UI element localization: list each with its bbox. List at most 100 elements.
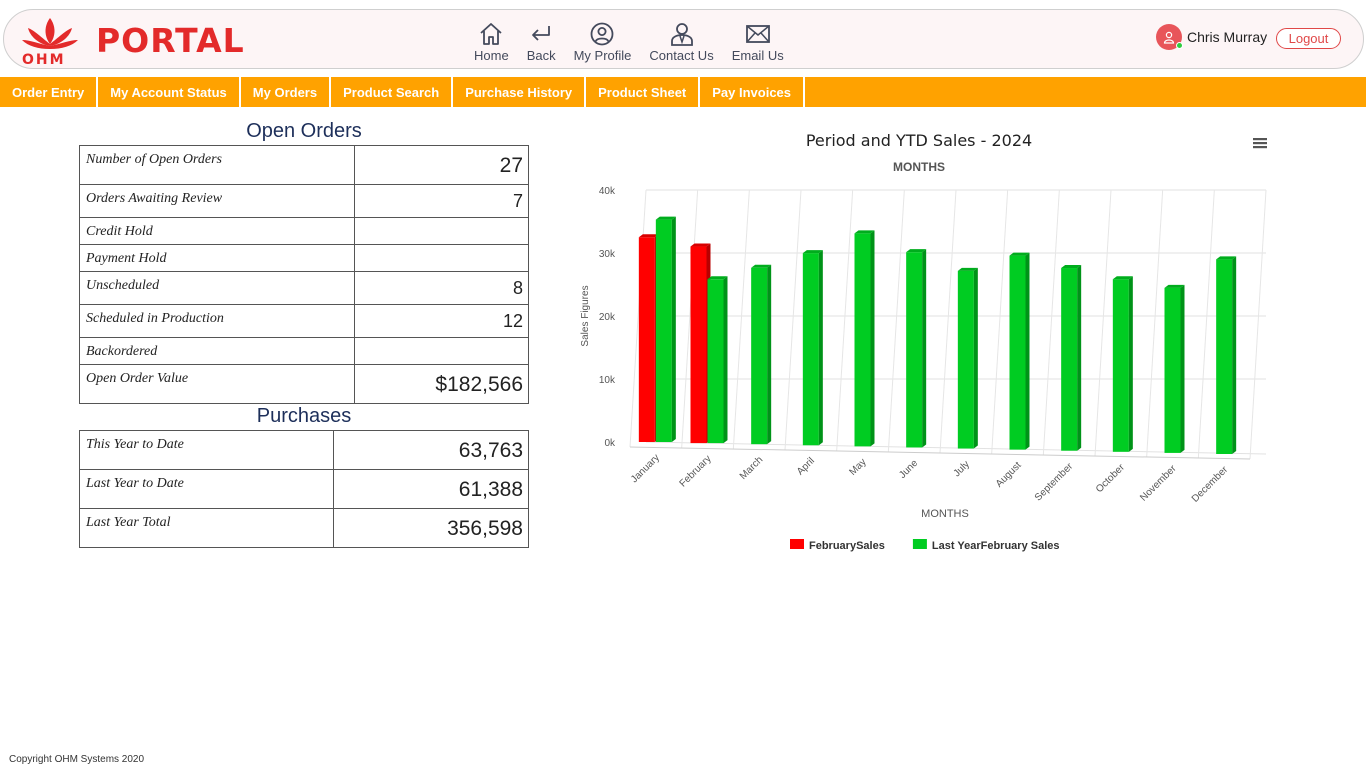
vertical-gridline (991, 189, 1009, 455)
bar-side (922, 249, 927, 448)
logo-word: PORTAL (96, 21, 245, 60)
top-nav: Home Back My Profile Contact Us Email Us (474, 22, 802, 68)
user-info[interactable]: Chris Murray (1156, 24, 1267, 50)
row-label: Last Year Total (79, 508, 334, 548)
row-label: This Year to Date (79, 430, 334, 470)
logout-button[interactable]: Logout (1276, 28, 1341, 49)
bar (802, 253, 819, 446)
row-value: 8 (354, 271, 529, 305)
bar-side (1232, 256, 1237, 454)
x-tick-label: December (1190, 464, 1231, 505)
menu-product-search[interactable]: Product Search (331, 77, 454, 107)
y-tick-label: 0k (604, 438, 616, 449)
table-row: Scheduled in Production 12 (79, 304, 529, 338)
bar-top (906, 249, 927, 253)
chart-menu-button[interactable] (1252, 136, 1268, 155)
portal-logo[interactable]: PORTAL OHM (20, 16, 245, 68)
vertical-gridline (887, 189, 905, 453)
menu-pay-invoices[interactable]: Pay Invoices (700, 77, 806, 107)
x-tick-label: March (738, 455, 765, 482)
nav-back[interactable]: Back (527, 22, 556, 68)
x-tick-label: June (897, 457, 920, 480)
vertical-gridline (732, 189, 750, 450)
bar-top (1164, 284, 1185, 288)
vertical-gridline (784, 189, 802, 451)
contact-icon (670, 23, 693, 46)
nav-profile-label: My Profile (573, 48, 632, 63)
profile-icon (591, 22, 614, 46)
row-label: Credit Hold (79, 217, 355, 245)
row-value (354, 337, 529, 365)
chart-subtitle: MONTHS (893, 160, 945, 174)
menu-product-sheet[interactable]: Product Sheet (586, 77, 701, 107)
bar (1216, 259, 1233, 454)
row-label: Last Year to Date (79, 469, 334, 509)
row-label: Number of Open Orders (79, 145, 355, 185)
bar-side (818, 250, 823, 446)
x-tick-label: February (678, 453, 714, 489)
y-axis-title: Sales Figures (580, 285, 591, 346)
bar (854, 233, 871, 447)
bar (1164, 287, 1181, 453)
bar-side (723, 276, 728, 444)
nav-email-label: Email Us (731, 48, 784, 63)
bar-top (690, 243, 711, 247)
user-name: Chris Murray (1187, 29, 1268, 45)
y-tick-label: 30k (599, 249, 616, 260)
email-icon (745, 25, 770, 43)
row-label: Scheduled in Production (79, 304, 355, 338)
y-tick-label: 10k (599, 375, 616, 386)
menu-my-orders[interactable]: My Orders (241, 77, 332, 107)
vertical-gridline (1042, 189, 1060, 456)
vertical-gridline (1197, 189, 1215, 459)
row-value: 356,598 (333, 508, 529, 548)
row-value: 12 (354, 304, 529, 338)
x-axis-line (629, 446, 1251, 460)
menu-order-entry[interactable]: Order Entry (0, 77, 99, 107)
bar (957, 270, 974, 449)
bar-top (1216, 256, 1237, 260)
purchases-title: Purchases (256, 405, 352, 427)
legend-swatch (790, 539, 804, 549)
table-row: Last Year to Date 61,388 (79, 469, 529, 509)
bar-side (671, 216, 676, 442)
menu-my-account-status[interactable]: My Account Status (98, 77, 241, 107)
bar-top (1009, 252, 1030, 256)
table-row: Backordered (79, 337, 529, 365)
x-tick-label: January (629, 452, 662, 485)
menu-purchase-history[interactable]: Purchase History (453, 77, 587, 107)
x-tick-label: August (994, 460, 1024, 490)
row-value (354, 244, 529, 272)
vertical-gridline (681, 189, 699, 449)
vertical-gridline (1094, 189, 1112, 457)
table-row: Unscheduled 8 (79, 271, 529, 305)
sales-chart: Period and YTD Sales - 2024 MONTHS 0k 10k 20… (580, 131, 1267, 552)
home-icon (480, 23, 502, 45)
purchases-table: This Year to Date 63,763 Last Year to Dat… (79, 430, 529, 548)
nav-profile[interactable]: My Profile (573, 22, 632, 68)
row-value: 7 (354, 184, 529, 218)
nav-email[interactable]: Email Us (732, 22, 784, 68)
row-label: Payment Hold (79, 244, 355, 272)
online-status-dot (1176, 42, 1183, 49)
footer-copyright: Copyright OHM Systems 2020 (9, 754, 145, 765)
row-label: Backordered (79, 337, 355, 365)
vertical-gridline (1146, 189, 1164, 458)
vertical-gridline (1249, 189, 1267, 460)
x-tick-label: September (1033, 461, 1076, 504)
open-orders-title: Open Orders (246, 120, 362, 142)
table-row: Number of Open Orders 27 (79, 145, 529, 185)
nav-contact[interactable]: Contact Us (649, 22, 714, 68)
nav-home[interactable]: Home (474, 22, 509, 68)
header-bar: PORTAL OHM Home Back My Profile Contact … (3, 9, 1364, 69)
nav-back-label: Back (526, 48, 556, 63)
legend-item: Last YearFebruary Sales (932, 540, 1060, 552)
row-value: 61,388 (333, 469, 529, 509)
open-orders-table: Number of Open Orders 27 Orders Awaiting … (79, 145, 529, 404)
bar-side (1025, 252, 1030, 450)
gridline (645, 441, 1267, 455)
row-label: Orders Awaiting Review (79, 184, 355, 218)
back-icon (532, 26, 551, 41)
bar-side (767, 264, 772, 445)
bar (1009, 255, 1026, 450)
